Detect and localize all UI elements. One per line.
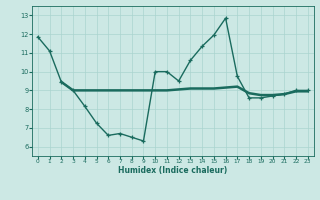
X-axis label: Humidex (Indice chaleur): Humidex (Indice chaleur): [118, 166, 228, 175]
